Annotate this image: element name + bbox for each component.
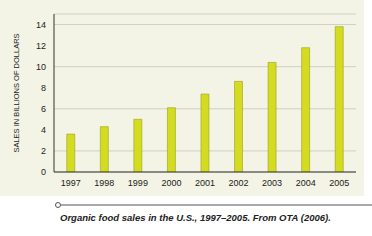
svg-text:8: 8 xyxy=(41,83,46,93)
svg-text:2004: 2004 xyxy=(296,178,316,188)
svg-text:10: 10 xyxy=(36,62,46,72)
svg-text:2005: 2005 xyxy=(329,178,349,188)
svg-text:2: 2 xyxy=(41,146,46,156)
svg-text:2001: 2001 xyxy=(195,178,215,188)
svg-text:SALES IN BILLIONS OF DOLLARS: SALES IN BILLIONS OF DOLLARS xyxy=(12,33,21,152)
svg-text:2002: 2002 xyxy=(229,178,249,188)
svg-text:1997: 1997 xyxy=(61,178,81,188)
html-text:Organic food sales in the U.S.: Organic food sales in the U.S., 1997–200… xyxy=(60,212,331,223)
svg-text:6: 6 xyxy=(41,104,46,114)
svg-text:4: 4 xyxy=(41,125,46,135)
svg-text:12: 12 xyxy=(36,41,46,51)
svg-text:2003: 2003 xyxy=(262,178,282,188)
svg-text:14: 14 xyxy=(36,20,46,30)
svg-text:2000: 2000 xyxy=(161,178,181,188)
svg-text:1998: 1998 xyxy=(94,178,114,188)
svg-text:1999: 1999 xyxy=(128,178,148,188)
svg-text:0: 0 xyxy=(41,167,46,177)
